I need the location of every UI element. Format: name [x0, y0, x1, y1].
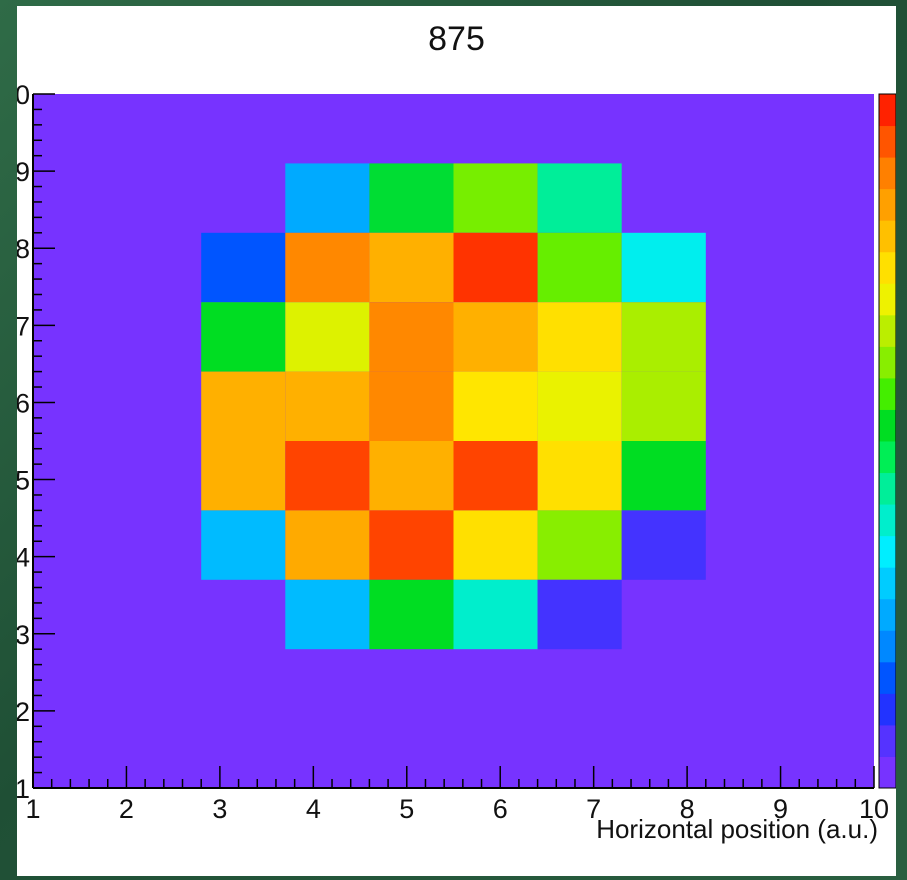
colorbar-segment	[879, 472, 896, 505]
heatmap-cell	[537, 232, 622, 303]
colorbar-segment	[879, 314, 896, 347]
colorbar-segment	[879, 661, 896, 694]
heatmap-cell	[201, 232, 286, 303]
x-tick-label: 6	[493, 794, 508, 824]
y-tick-label: 3	[17, 620, 30, 650]
heatmap-cell	[369, 232, 454, 303]
x-tick-label: 7	[586, 794, 601, 824]
heatmap-cell	[369, 510, 454, 580]
heatmap-cell	[201, 441, 286, 511]
colorbar-segment	[879, 441, 896, 474]
heatmap-cell	[537, 510, 622, 580]
chart-title: 875	[428, 20, 485, 58]
heatmap-cell	[201, 302, 286, 372]
colorbar-segment	[879, 220, 896, 253]
y-tick-label: 2	[17, 697, 30, 727]
colorbar-segment	[879, 535, 896, 568]
heatmap-cell	[453, 163, 538, 233]
heatmap-cell	[453, 232, 538, 303]
colorbar-segment	[879, 157, 896, 190]
y-tick-label: 8	[17, 234, 30, 264]
heatmap-cell	[369, 371, 454, 441]
colorbar-segment	[879, 693, 896, 726]
heatmap-cell	[201, 510, 286, 580]
colorbar-border	[878, 93, 896, 789]
heatmap-cell	[621, 232, 706, 303]
heatmap-cell	[537, 579, 622, 650]
colorbar-segment	[879, 94, 896, 127]
heatmap-cell	[537, 371, 622, 441]
colorbar-gap	[877, 94, 878, 788]
colorbar-segment	[879, 251, 896, 284]
heatmap-cell	[285, 371, 370, 441]
colorbar-segment	[879, 283, 896, 316]
heatmap-cell	[453, 441, 538, 511]
x-tick-label: 9	[773, 794, 788, 824]
heatmap-cell	[285, 579, 370, 650]
x-tick-label: 2	[119, 794, 134, 824]
heatmap-cell	[369, 579, 454, 650]
y-tick-label: 9	[17, 157, 30, 187]
y-tick-label: 7	[17, 311, 30, 341]
colorbar-segment	[879, 346, 896, 379]
heatmap-cell	[453, 510, 538, 580]
heatmap-cell	[369, 302, 454, 372]
colorbar-segment	[879, 598, 896, 631]
heatmap-cell	[621, 302, 706, 372]
heatmap-cell	[201, 371, 286, 441]
heatmap-cell	[369, 441, 454, 511]
y-tick-label: 1	[17, 774, 30, 804]
heatmap-cell	[621, 441, 706, 511]
colorbar-segment	[879, 377, 896, 410]
colorbar-segment	[879, 567, 896, 600]
colorbar-segment	[879, 409, 896, 442]
x-tick-label: 5	[399, 794, 414, 824]
colorbar-segment	[879, 756, 896, 789]
x-axis-label: Horizontal position (a.u.)	[596, 814, 878, 844]
y-tick-label: 6	[17, 388, 30, 418]
heatmap-cell	[621, 371, 706, 441]
heatmap-plot: 1 2 3 4 5 6 7 8 9 10 1 2 3 4 5 6 7 8 9 0	[17, 80, 896, 824]
heatmap-cell	[285, 302, 370, 372]
chart-panel: 875 1 2 3 4 5 6 7 8 9 10 1 2 3 4 5 6 7 8 9 0 Horizontal pos…	[17, 6, 896, 876]
x-tick-label: 3	[212, 794, 227, 824]
heatmap-cell	[453, 371, 538, 441]
heatmap-cell	[621, 510, 706, 580]
heatmap-cell	[537, 163, 622, 233]
x-tick-label: 1	[25, 794, 40, 824]
x-tick-label: 4	[306, 794, 321, 824]
heatmap-cell	[285, 441, 370, 511]
colorbar-segment	[879, 504, 896, 537]
x-tick-label: 8	[680, 794, 695, 824]
heatmap-cell	[453, 302, 538, 372]
colorbar-segment	[879, 125, 896, 158]
colorbar-segment	[879, 630, 896, 663]
heatmap-cell	[369, 163, 454, 233]
heatmap-cell	[285, 163, 370, 233]
heatmap-cell	[453, 579, 538, 650]
y-tick-label: 4	[17, 543, 30, 573]
y-tick-label: 0	[17, 80, 30, 110]
heatmap-cell	[285, 510, 370, 580]
heatmap-cell	[537, 302, 622, 372]
x-tick-label: 10	[859, 794, 889, 824]
y-tick-label: 5	[17, 466, 30, 496]
heatmap-cell	[285, 232, 370, 303]
colorbar-segment	[879, 188, 896, 221]
heatmap-cell	[537, 441, 622, 511]
colorbar-segment	[879, 724, 896, 757]
